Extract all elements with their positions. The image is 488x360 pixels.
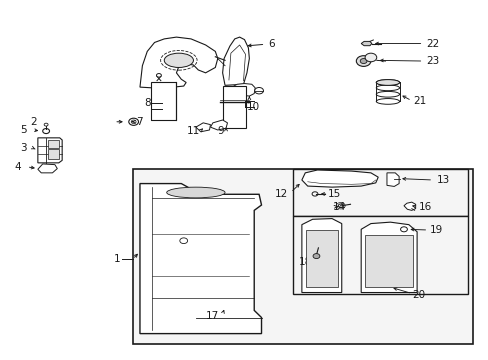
Circle shape xyxy=(365,53,376,62)
Text: 15: 15 xyxy=(327,189,341,199)
Text: 23: 23 xyxy=(425,56,438,66)
Circle shape xyxy=(312,253,319,258)
Text: 4: 4 xyxy=(14,162,21,172)
Circle shape xyxy=(156,73,161,77)
FancyBboxPatch shape xyxy=(132,169,472,344)
Polygon shape xyxy=(403,202,415,210)
Polygon shape xyxy=(233,84,255,96)
Text: 12: 12 xyxy=(274,189,287,199)
Ellipse shape xyxy=(166,187,224,198)
Text: 18: 18 xyxy=(298,257,311,267)
Text: 20: 20 xyxy=(411,290,425,300)
Polygon shape xyxy=(222,37,249,85)
Text: 5: 5 xyxy=(20,125,27,135)
Bar xyxy=(305,230,337,287)
Text: 10: 10 xyxy=(246,102,259,112)
FancyBboxPatch shape xyxy=(292,169,467,216)
Circle shape xyxy=(128,118,138,125)
Polygon shape xyxy=(210,120,227,130)
Polygon shape xyxy=(361,222,416,293)
Text: 8: 8 xyxy=(144,98,150,108)
Bar xyxy=(365,235,412,287)
Text: 3: 3 xyxy=(20,143,27,153)
Text: 11: 11 xyxy=(186,126,200,136)
Bar xyxy=(48,140,59,148)
Polygon shape xyxy=(38,138,62,163)
Text: 19: 19 xyxy=(429,225,443,235)
Ellipse shape xyxy=(164,53,193,67)
Polygon shape xyxy=(301,219,341,293)
Text: 1: 1 xyxy=(114,254,120,264)
Circle shape xyxy=(42,129,49,134)
Text: 6: 6 xyxy=(267,39,274,49)
Text: 14: 14 xyxy=(332,202,346,212)
Polygon shape xyxy=(361,41,371,46)
Polygon shape xyxy=(140,37,217,88)
Ellipse shape xyxy=(375,80,399,85)
FancyBboxPatch shape xyxy=(292,216,467,294)
Circle shape xyxy=(356,56,370,66)
Circle shape xyxy=(254,87,263,94)
Text: 2: 2 xyxy=(30,117,36,127)
Polygon shape xyxy=(38,164,57,173)
Bar xyxy=(48,149,59,159)
Polygon shape xyxy=(196,123,210,132)
Text: 13: 13 xyxy=(436,175,449,185)
Text: 9: 9 xyxy=(217,126,224,136)
Bar xyxy=(151,82,176,120)
Text: 7: 7 xyxy=(136,117,143,127)
Bar xyxy=(375,82,399,102)
Polygon shape xyxy=(386,173,398,186)
Bar xyxy=(222,86,245,128)
Circle shape xyxy=(360,59,366,64)
Text: 21: 21 xyxy=(412,96,426,107)
Polygon shape xyxy=(140,184,261,334)
Text: 17: 17 xyxy=(205,311,219,321)
Text: 22: 22 xyxy=(425,39,438,49)
Text: 16: 16 xyxy=(418,202,431,212)
Polygon shape xyxy=(301,170,377,187)
